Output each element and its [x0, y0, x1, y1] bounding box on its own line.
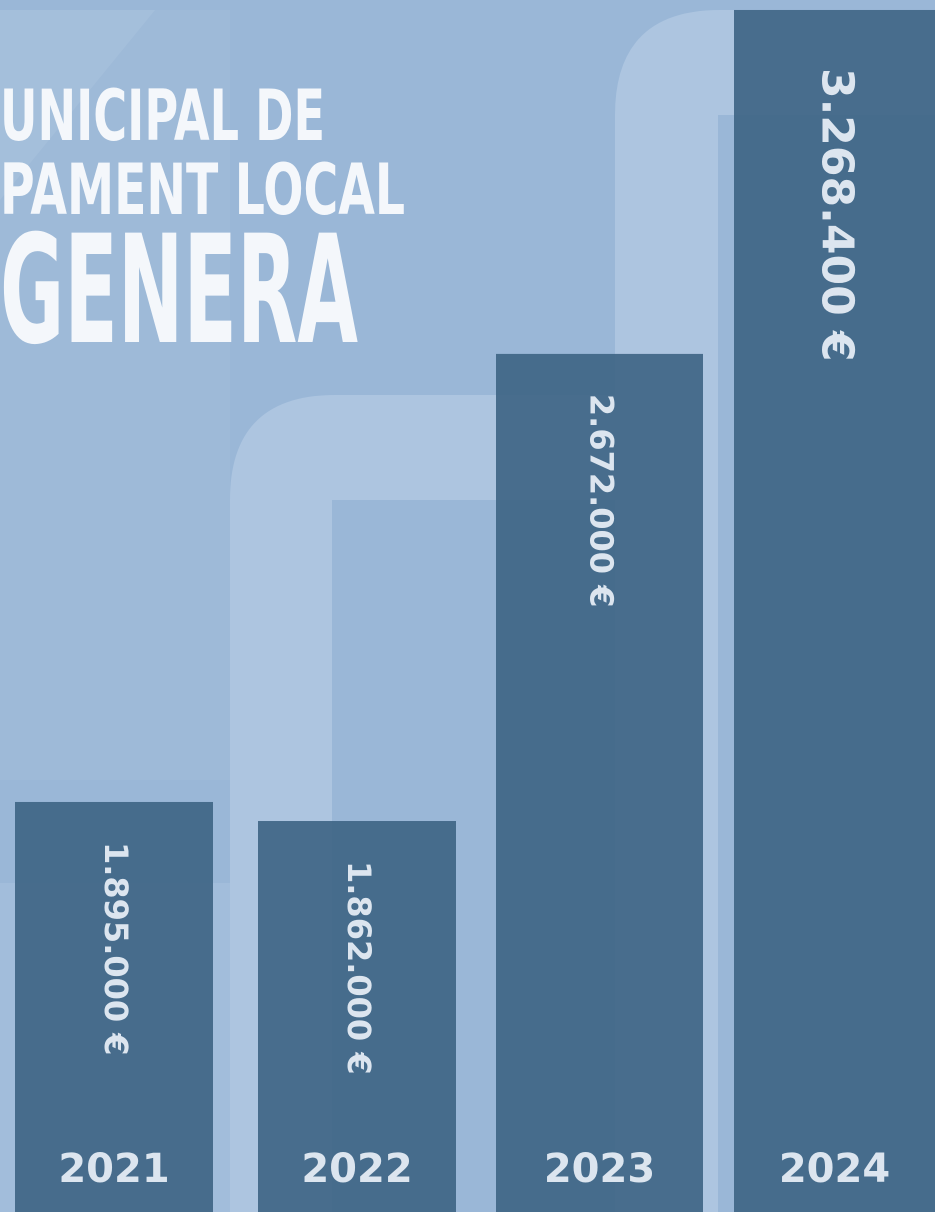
- bar: [734, 9, 935, 1212]
- category-label: 2024: [779, 1146, 890, 1192]
- bar: [496, 353, 703, 1212]
- value-label: 2.672.000 €: [583, 394, 621, 608]
- value-label: 1.895.000 €: [97, 842, 135, 1056]
- bar: [15, 801, 213, 1212]
- title-line: UNICIPAL DE: [0, 75, 325, 157]
- category-label: 2022: [301, 1146, 412, 1192]
- value-label: 3.268.400 €: [812, 68, 863, 362]
- value-label: 1.862.000 €: [340, 861, 378, 1075]
- category-label: 2023: [544, 1146, 655, 1192]
- bar: [258, 821, 456, 1212]
- category-label: 2021: [58, 1146, 169, 1192]
- decor-shape: [0, 10, 230, 780]
- bars: 1.895.000 € 2021 1.862.000 € 2022 2.672.000 …: [15, 9, 935, 1212]
- title-line: PAMENT LOCAL: [0, 149, 405, 231]
- title-line: GENERA: [0, 204, 358, 378]
